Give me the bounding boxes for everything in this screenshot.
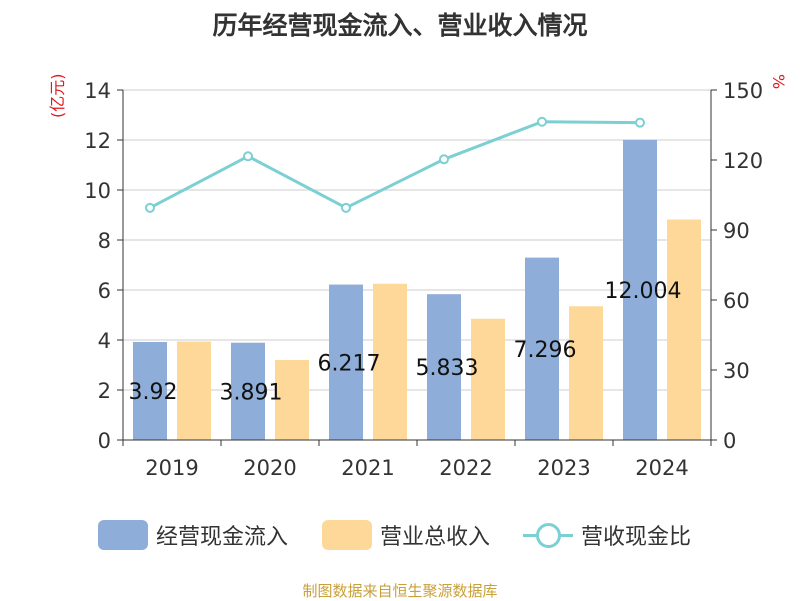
bar-revenue (177, 341, 211, 440)
y-right-tick-label: 0 (723, 429, 736, 453)
data-label-cash-inflow: 3.92 (129, 380, 178, 405)
legend-swatch-cash-inflow (98, 520, 148, 550)
legend-label-cash-ratio: 营收现金比 (581, 525, 692, 550)
y-left-tick-label: 6 (98, 279, 111, 303)
legend-item-revenue[interactable]: 营业总收入 (322, 516, 490, 554)
x-tick-label: 2020 (243, 456, 296, 480)
chart-legend: 经营现金流入 营业总收入 营收现金比 (0, 516, 800, 556)
x-tick-label: 2023 (537, 456, 590, 480)
bar-revenue (471, 318, 505, 440)
x-tick-label: 2022 (439, 456, 492, 480)
data-label-cash-inflow: 6.217 (318, 351, 381, 376)
y-left-tick-label: 4 (98, 329, 111, 353)
y-left-tick-label: 0 (98, 429, 111, 453)
bar-cash-inflow (231, 342, 265, 440)
bar-revenue (373, 283, 407, 440)
y-left-tick-label: 2 (98, 379, 111, 403)
legend-item-cash-inflow[interactable]: 经营现金流入 (98, 516, 288, 554)
y-left-tick-label: 12 (84, 129, 111, 153)
data-label-cash-inflow: 7.296 (514, 338, 577, 363)
data-source-note: 制图数据来自恒生聚源数据库 (302, 582, 498, 600)
legend-label-cash-inflow: 经营现金流入 (156, 525, 289, 550)
y-right-tick-label: 150 (723, 79, 763, 103)
bar-revenue (569, 306, 603, 440)
point-cash-ratio (341, 202, 351, 213)
data-label-cash-inflow: 3.891 (220, 380, 283, 405)
point-cash-ratio (537, 116, 547, 127)
bar-revenue (275, 360, 309, 440)
legend-swatch-revenue (322, 520, 372, 550)
bar-cash-inflow (525, 257, 559, 440)
point-cash-ratio (635, 117, 645, 128)
point-cash-ratio (243, 151, 253, 162)
bar-cash-inflow (427, 294, 461, 440)
chart-title: 历年经营现金流入、营业收入情况 (212, 11, 588, 40)
x-tick-label: 2024 (635, 456, 688, 480)
y-right-tick-label: 90 (723, 219, 750, 243)
y-left-tick-label: 8 (98, 229, 111, 253)
x-tick-label: 2019 (145, 456, 198, 480)
bar-cash-inflow (329, 284, 363, 440)
data-label-cash-inflow: 5.833 (416, 356, 479, 381)
legend-item-cash-ratio[interactable]: 营收现金比 (523, 516, 691, 554)
line-cash-ratio (149, 120, 641, 210)
y-left-tick-label: 14 (84, 79, 111, 103)
bar-cash-inflow (623, 139, 657, 440)
data-label-cash-inflow: 12.004 (605, 279, 682, 304)
y-right-tick-label: 60 (723, 289, 750, 313)
y-left-tick-label: 10 (84, 179, 111, 203)
legend-label-revenue: 营业总收入 (380, 525, 491, 550)
y-right-tick-label: 120 (723, 149, 763, 173)
point-cash-ratio (439, 154, 449, 165)
y-right-tick-label: 30 (723, 359, 750, 383)
bar-cash-inflow (133, 342, 167, 440)
point-cash-ratio (145, 202, 155, 213)
x-tick-label: 2021 (341, 456, 394, 480)
bar-revenue (667, 219, 701, 440)
legend-line-cash-ratio (523, 520, 573, 550)
